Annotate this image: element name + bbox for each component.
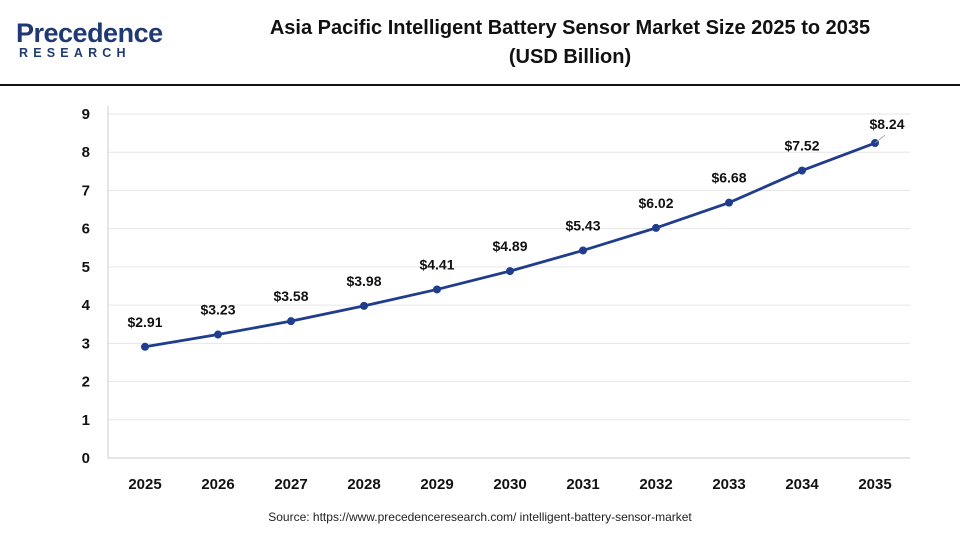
data-point	[141, 342, 149, 351]
data-label: $8.24	[869, 116, 904, 132]
chart-title: Asia Pacific Intelligent Battery Sensor …	[200, 14, 940, 72]
data-point	[214, 330, 222, 339]
x-axis-tick-labels: 2025 2026 2027 2028 2029 2030 2031 2032 2033 2034…	[128, 476, 891, 493]
data-point	[798, 166, 806, 175]
y-tick-label: 7	[82, 182, 90, 199]
x-tick-label: 2030	[493, 476, 526, 493]
data-label: $4.89	[492, 238, 527, 254]
data-label: $4.41	[419, 256, 454, 272]
chart-title-line-1: Asia Pacific Intelligent Battery Sensor …	[269, 17, 871, 39]
x-tick-label: 2029	[420, 476, 453, 493]
logo-subtitle: RESEARCH	[19, 46, 131, 60]
y-tick-label: 4	[82, 297, 91, 314]
x-tick-label: 2035	[858, 476, 891, 493]
gridlines	[108, 113, 910, 421]
data-point	[725, 198, 733, 207]
data-point	[652, 223, 660, 232]
x-tick-label: 2028	[347, 476, 380, 493]
data-label: $6.02	[638, 195, 673, 211]
data-point	[360, 301, 368, 310]
y-tick-label: 6	[82, 221, 90, 238]
data-label: $3.58	[273, 288, 308, 304]
data-label: $6.68	[711, 170, 746, 186]
y-tick-label: 0	[82, 450, 90, 467]
data-point	[579, 246, 587, 255]
data-label: $5.43	[565, 217, 600, 233]
source-note: Source: https://www.precedenceresearch.c…	[268, 510, 692, 524]
x-tick-label: 2027	[274, 476, 307, 493]
x-tick-label: 2033	[712, 476, 745, 493]
x-tick-label: 2026	[201, 476, 234, 493]
x-tick-label: 2034	[785, 476, 819, 493]
header: Precedence RESEARCH Asia Pacific Intelli…	[0, 0, 960, 84]
data-label: $3.98	[346, 273, 381, 289]
data-point	[506, 267, 514, 276]
brand-logo: Precedence RESEARCH	[16, 18, 166, 68]
data-label-leader	[874, 134, 886, 144]
data-point	[287, 317, 295, 326]
y-tick-label: 3	[82, 335, 90, 352]
header-divider	[0, 84, 960, 86]
y-axis-tick-labels: 0 1 2 3 4 5 6 7 8 9	[82, 106, 91, 467]
y-tick-label: 1	[82, 412, 90, 429]
axes	[107, 106, 910, 459]
y-tick-label: 9	[82, 106, 90, 123]
x-tick-label: 2032	[639, 476, 672, 493]
y-tick-label: 5	[82, 259, 90, 276]
data-label: $7.52	[784, 138, 819, 154]
x-tick-label: 2031	[566, 476, 599, 493]
chart-title-line-2: (USD Billion)	[508, 46, 632, 68]
y-tick-label: 2	[82, 374, 90, 391]
data-labels: $2.91 $3.23 $3.58 $3.98 $4.41 $4.89 $5.43 $6.02…	[127, 116, 904, 330]
data-label: $3.23	[200, 302, 235, 318]
x-tick-label: 2025	[128, 476, 161, 493]
logo-wordmark: Precedence	[16, 18, 163, 48]
y-tick-label: 8	[82, 144, 90, 161]
data-label: $2.91	[127, 314, 162, 330]
data-points	[141, 139, 879, 351]
data-point	[433, 285, 441, 294]
